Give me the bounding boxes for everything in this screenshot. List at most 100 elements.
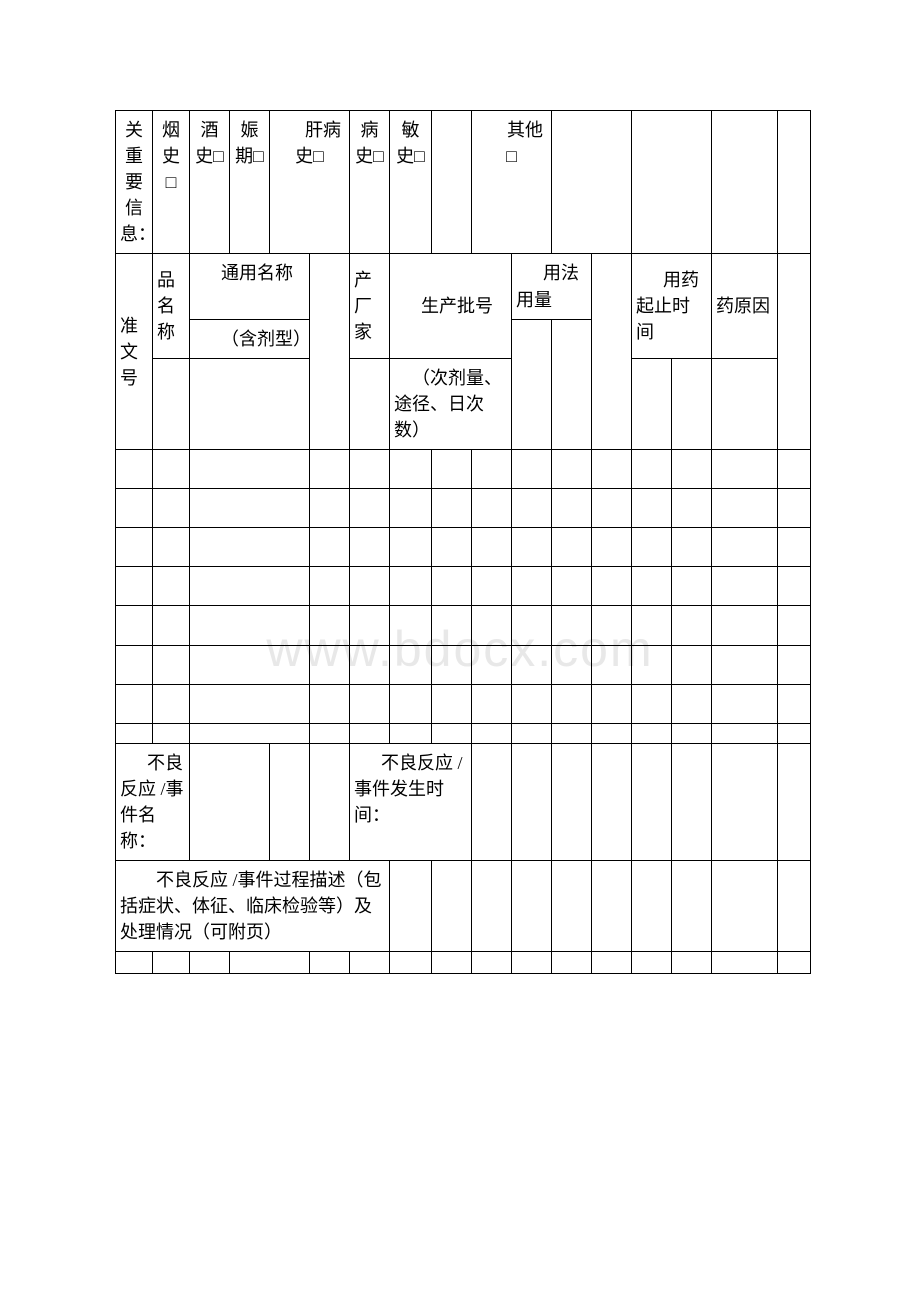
cell (350, 606, 390, 645)
cell (672, 528, 712, 567)
cell (190, 952, 230, 974)
cell (512, 489, 552, 528)
cell (778, 723, 811, 743)
cell (472, 567, 512, 606)
cell (632, 952, 672, 974)
cell (390, 528, 432, 567)
cell (672, 450, 712, 489)
cell (310, 952, 350, 974)
empty-cell (432, 861, 472, 952)
cell (472, 606, 512, 645)
empty-cell (778, 111, 811, 254)
cell (153, 684, 190, 723)
cell (310, 645, 350, 684)
cell (390, 450, 432, 489)
empty-cell (390, 861, 432, 952)
empty-cell (310, 743, 350, 860)
usage-header: 用法用量 (512, 254, 592, 319)
cell (116, 684, 153, 723)
cell (390, 684, 432, 723)
cell (350, 952, 390, 974)
cell (672, 684, 712, 723)
cell (153, 567, 190, 606)
cell (350, 723, 390, 743)
empty-cell (552, 111, 632, 254)
cell (432, 645, 472, 684)
cell (512, 723, 552, 743)
cell (672, 567, 712, 606)
cell (712, 952, 778, 974)
cell (778, 684, 811, 723)
data-row (116, 606, 811, 645)
cell (350, 567, 390, 606)
cell (592, 684, 632, 723)
cell (116, 528, 153, 567)
empty-cell (552, 743, 592, 860)
cell (390, 606, 432, 645)
reason-header: 药原因 (712, 254, 778, 358)
cell (350, 450, 390, 489)
cell (190, 528, 310, 567)
cell (432, 450, 472, 489)
cell (432, 606, 472, 645)
cell (552, 489, 592, 528)
cell (712, 567, 778, 606)
cell (632, 567, 672, 606)
adr-desc-label: 不良反应 /事件过程描述（包括症状、体征、临床检验等）及处理情况（可附页） (116, 861, 390, 952)
cell (592, 528, 632, 567)
empty-cell (350, 358, 390, 449)
data-row (116, 723, 811, 743)
cell (190, 489, 310, 528)
manufacturer-header: 产厂家 (350, 254, 390, 358)
cell (190, 723, 310, 743)
empty-cell (552, 319, 592, 449)
cell (116, 952, 153, 974)
cell (712, 489, 778, 528)
cell (230, 952, 310, 974)
cell (592, 723, 632, 743)
empty-cell (672, 861, 712, 952)
data-row (116, 528, 811, 567)
cell (552, 528, 592, 567)
duration-header: 用药起止时间 (632, 254, 712, 358)
cell (592, 489, 632, 528)
info-label: 关重要信息： (116, 111, 153, 254)
cell (190, 684, 310, 723)
data-row (116, 684, 811, 723)
cell (512, 606, 552, 645)
form-table: 关重要信息： 烟史□ 酒史□ 娠期□ 肝病史□ 病史□ 敏史□ 其他□ 准文号 … (115, 110, 810, 974)
batch-header: 生产批号 (390, 254, 512, 358)
generic-name-header: 通用名称 (190, 254, 310, 319)
cell (778, 567, 811, 606)
allergy-history: 敏史□ (390, 111, 432, 254)
cell (672, 723, 712, 743)
cell (432, 489, 472, 528)
cell (390, 952, 432, 974)
cell (472, 528, 512, 567)
cell (310, 723, 350, 743)
cell (512, 952, 552, 974)
empty-cell (632, 111, 712, 254)
cell (190, 450, 310, 489)
cell (116, 606, 153, 645)
cell (712, 684, 778, 723)
cell (472, 952, 512, 974)
cell (592, 567, 632, 606)
liver-history: 肝病史□ (270, 111, 350, 254)
data-row (116, 952, 811, 974)
empty-cell (472, 743, 512, 860)
cell (350, 684, 390, 723)
cell (432, 567, 472, 606)
cell (310, 489, 350, 528)
empty-cell (592, 743, 632, 860)
cell (552, 684, 592, 723)
cell (712, 528, 778, 567)
cell (552, 450, 592, 489)
cell (778, 528, 811, 567)
disease-history: 病史□ (350, 111, 390, 254)
cell (778, 952, 811, 974)
cell (632, 723, 672, 743)
cell (672, 489, 712, 528)
cell (190, 567, 310, 606)
cell (390, 723, 432, 743)
